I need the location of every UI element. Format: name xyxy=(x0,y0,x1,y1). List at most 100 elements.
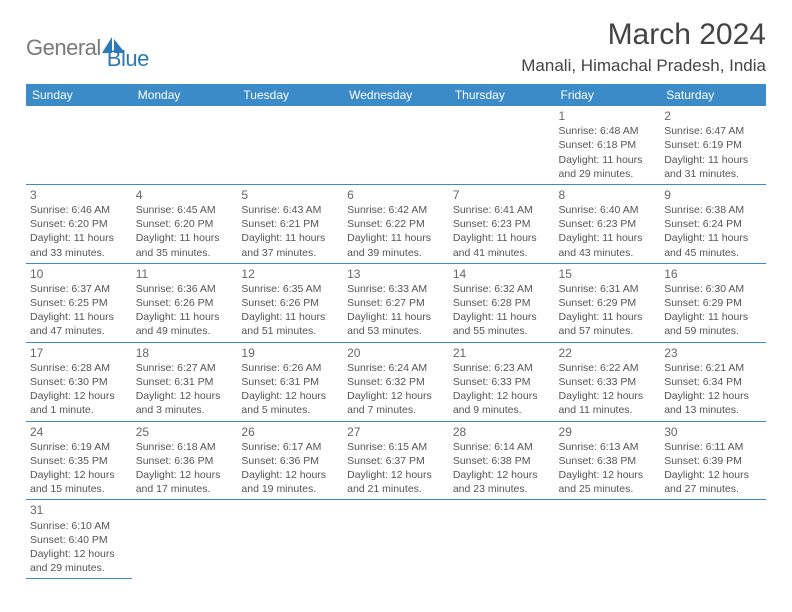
sunrise-text: Sunrise: 6:30 AM xyxy=(664,282,762,296)
sunrise-text: Sunrise: 6:22 AM xyxy=(559,361,657,375)
sunset-text: Sunset: 6:33 PM xyxy=(559,375,657,389)
day-header-row: Sunday Monday Tuesday Wednesday Thursday… xyxy=(26,84,766,106)
sunset-text: Sunset: 6:39 PM xyxy=(664,454,762,468)
sunset-text: Sunset: 6:26 PM xyxy=(241,296,339,310)
day-number: 16 xyxy=(664,267,677,281)
sunset-text: Sunset: 6:29 PM xyxy=(559,296,657,310)
daylight-text: Daylight: 12 hours and 25 minutes. xyxy=(559,468,657,496)
daylight-text: Daylight: 12 hours and 15 minutes. xyxy=(30,468,128,496)
calendar-row: 3Sunrise: 6:46 AMSunset: 6:20 PMDaylight… xyxy=(26,184,766,263)
sunset-text: Sunset: 6:38 PM xyxy=(453,454,551,468)
sunrise-text: Sunrise: 6:28 AM xyxy=(30,361,128,375)
sunset-text: Sunset: 6:20 PM xyxy=(136,217,234,231)
sunset-text: Sunset: 6:40 PM xyxy=(30,533,128,547)
calendar-cell: 6Sunrise: 6:42 AMSunset: 6:22 PMDaylight… xyxy=(343,184,449,263)
daylight-text: Daylight: 11 hours and 31 minutes. xyxy=(664,153,762,181)
calendar-cell xyxy=(237,500,343,579)
calendar-cell xyxy=(449,500,555,579)
day-number: 9 xyxy=(664,188,671,202)
sunrise-text: Sunrise: 6:14 AM xyxy=(453,440,551,454)
logo: General Blue xyxy=(26,18,149,72)
day-header: Saturday xyxy=(660,84,766,106)
day-number: 4 xyxy=(136,188,143,202)
calendar-cell xyxy=(660,500,766,579)
sunrise-text: Sunrise: 6:41 AM xyxy=(453,203,551,217)
day-header: Monday xyxy=(132,84,238,106)
daylight-text: Daylight: 12 hours and 17 minutes. xyxy=(136,468,234,496)
calendar-cell: 27Sunrise: 6:15 AMSunset: 6:37 PMDayligh… xyxy=(343,421,449,500)
calendar-cell: 28Sunrise: 6:14 AMSunset: 6:38 PMDayligh… xyxy=(449,421,555,500)
calendar-cell: 8Sunrise: 6:40 AMSunset: 6:23 PMDaylight… xyxy=(555,184,661,263)
sunset-text: Sunset: 6:20 PM xyxy=(30,217,128,231)
calendar-cell: 5Sunrise: 6:43 AMSunset: 6:21 PMDaylight… xyxy=(237,184,343,263)
sunset-text: Sunset: 6:32 PM xyxy=(347,375,445,389)
calendar-cell xyxy=(132,106,238,184)
daylight-text: Daylight: 11 hours and 49 minutes. xyxy=(136,310,234,338)
sunset-text: Sunset: 6:26 PM xyxy=(136,296,234,310)
sunset-text: Sunset: 6:18 PM xyxy=(559,138,657,152)
month-title: March 2024 xyxy=(521,18,766,52)
calendar-row: 1Sunrise: 6:48 AMSunset: 6:18 PMDaylight… xyxy=(26,106,766,184)
sunrise-text: Sunrise: 6:18 AM xyxy=(136,440,234,454)
day-header: Thursday xyxy=(449,84,555,106)
sunrise-text: Sunrise: 6:46 AM xyxy=(30,203,128,217)
sunrise-text: Sunrise: 6:37 AM xyxy=(30,282,128,296)
day-number: 5 xyxy=(241,188,248,202)
daylight-text: Daylight: 12 hours and 27 minutes. xyxy=(664,468,762,496)
daylight-text: Daylight: 11 hours and 57 minutes. xyxy=(559,310,657,338)
calendar-cell: 23Sunrise: 6:21 AMSunset: 6:34 PMDayligh… xyxy=(660,342,766,421)
sunset-text: Sunset: 6:19 PM xyxy=(664,138,762,152)
daylight-text: Daylight: 12 hours and 11 minutes. xyxy=(559,389,657,417)
day-number: 1 xyxy=(559,109,566,123)
sunset-text: Sunset: 6:35 PM xyxy=(30,454,128,468)
calendar-cell: 29Sunrise: 6:13 AMSunset: 6:38 PMDayligh… xyxy=(555,421,661,500)
sunrise-text: Sunrise: 6:38 AM xyxy=(664,203,762,217)
daylight-text: Daylight: 11 hours and 59 minutes. xyxy=(664,310,762,338)
day-number: 30 xyxy=(664,425,677,439)
day-number: 17 xyxy=(30,346,43,360)
daylight-text: Daylight: 11 hours and 37 minutes. xyxy=(241,231,339,259)
daylight-text: Daylight: 12 hours and 19 minutes. xyxy=(241,468,339,496)
day-number: 20 xyxy=(347,346,360,360)
calendar-cell: 1Sunrise: 6:48 AMSunset: 6:18 PMDaylight… xyxy=(555,106,661,184)
calendar-cell: 16Sunrise: 6:30 AMSunset: 6:29 PMDayligh… xyxy=(660,263,766,342)
sunrise-text: Sunrise: 6:19 AM xyxy=(30,440,128,454)
daylight-text: Daylight: 12 hours and 7 minutes. xyxy=(347,389,445,417)
calendar: Sunday Monday Tuesday Wednesday Thursday… xyxy=(26,84,766,579)
day-number: 27 xyxy=(347,425,360,439)
sunrise-text: Sunrise: 6:45 AM xyxy=(136,203,234,217)
sunrise-text: Sunrise: 6:10 AM xyxy=(30,519,128,533)
sunset-text: Sunset: 6:33 PM xyxy=(453,375,551,389)
calendar-cell: 12Sunrise: 6:35 AMSunset: 6:26 PMDayligh… xyxy=(237,263,343,342)
day-number: 6 xyxy=(347,188,354,202)
sunset-text: Sunset: 6:25 PM xyxy=(30,296,128,310)
sunrise-text: Sunrise: 6:40 AM xyxy=(559,203,657,217)
calendar-cell: 4Sunrise: 6:45 AMSunset: 6:20 PMDaylight… xyxy=(132,184,238,263)
sunrise-text: Sunrise: 6:13 AM xyxy=(559,440,657,454)
day-number: 23 xyxy=(664,346,677,360)
sunrise-text: Sunrise: 6:23 AM xyxy=(453,361,551,375)
sunrise-text: Sunrise: 6:26 AM xyxy=(241,361,339,375)
location: Manali, Himachal Pradesh, India xyxy=(521,56,766,76)
sunset-text: Sunset: 6:34 PM xyxy=(664,375,762,389)
daylight-text: Daylight: 12 hours and 9 minutes. xyxy=(453,389,551,417)
calendar-cell xyxy=(449,106,555,184)
sunset-text: Sunset: 6:31 PM xyxy=(241,375,339,389)
day-number: 21 xyxy=(453,346,466,360)
day-header: Sunday xyxy=(26,84,132,106)
daylight-text: Daylight: 11 hours and 53 minutes. xyxy=(347,310,445,338)
sunrise-text: Sunrise: 6:43 AM xyxy=(241,203,339,217)
calendar-cell: 7Sunrise: 6:41 AMSunset: 6:23 PMDaylight… xyxy=(449,184,555,263)
sunrise-text: Sunrise: 6:17 AM xyxy=(241,440,339,454)
calendar-cell: 20Sunrise: 6:24 AMSunset: 6:32 PMDayligh… xyxy=(343,342,449,421)
sunrise-text: Sunrise: 6:35 AM xyxy=(241,282,339,296)
day-number: 3 xyxy=(30,188,37,202)
day-number: 31 xyxy=(30,503,43,517)
calendar-cell: 24Sunrise: 6:19 AMSunset: 6:35 PMDayligh… xyxy=(26,421,132,500)
calendar-cell: 17Sunrise: 6:28 AMSunset: 6:30 PMDayligh… xyxy=(26,342,132,421)
day-number: 22 xyxy=(559,346,572,360)
daylight-text: Daylight: 12 hours and 1 minute. xyxy=(30,389,128,417)
daylight-text: Daylight: 12 hours and 5 minutes. xyxy=(241,389,339,417)
calendar-cell: 19Sunrise: 6:26 AMSunset: 6:31 PMDayligh… xyxy=(237,342,343,421)
calendar-cell: 11Sunrise: 6:36 AMSunset: 6:26 PMDayligh… xyxy=(132,263,238,342)
